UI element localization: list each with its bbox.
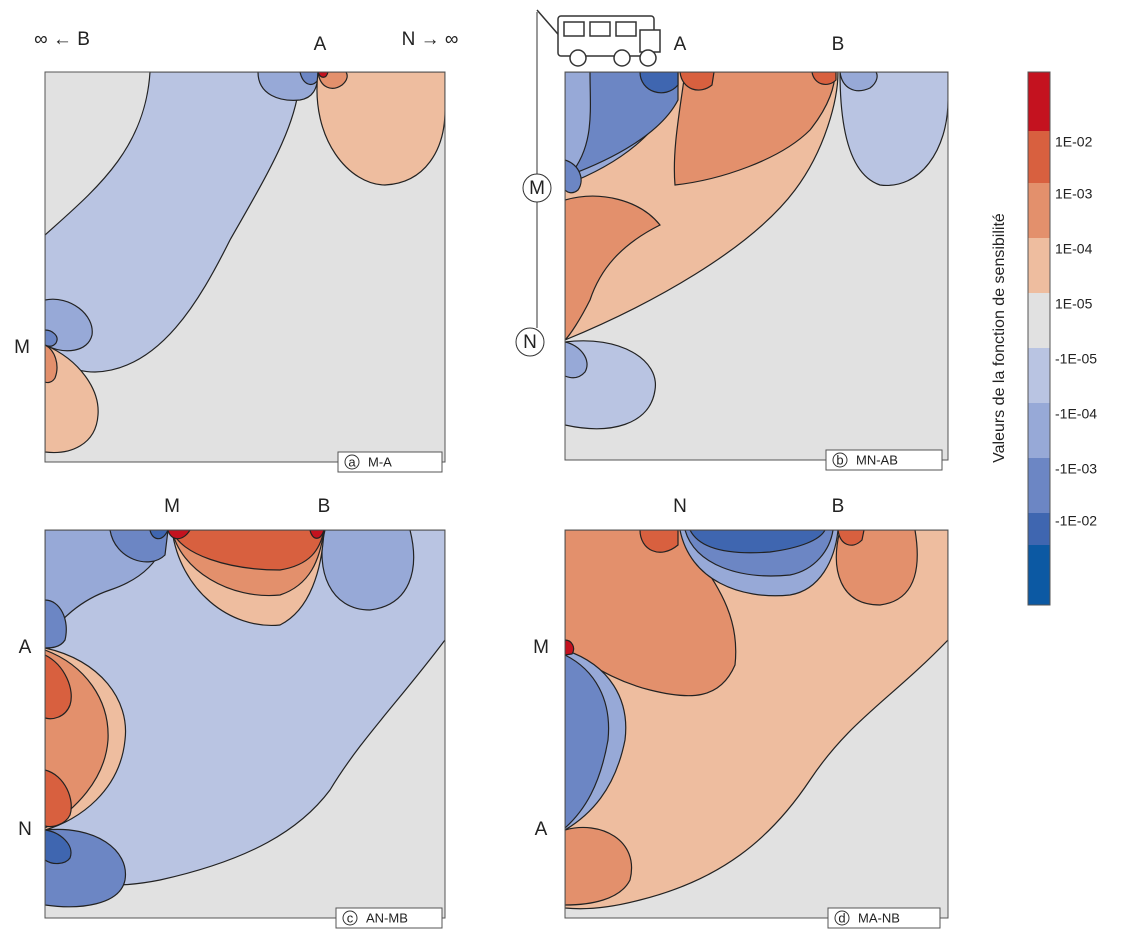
electrode-label: N	[673, 496, 687, 517]
contour-panel-c	[45, 530, 445, 918]
panel-name: MA-NB	[858, 910, 900, 925]
contour-panel-b	[565, 72, 948, 460]
colorbar	[1027, 71, 1051, 606]
electrode-label: ∞ ← B	[34, 29, 90, 50]
colorbar-label: -1E-03	[1055, 461, 1097, 477]
electrode-label: M	[164, 496, 180, 517]
colorbar-label: -1E-04	[1055, 406, 1097, 422]
panel-letter: d	[838, 910, 845, 925]
panel-caption: a M-A	[337, 451, 443, 473]
contour-panel-a	[45, 72, 445, 462]
panel-caption: b MN-AB	[825, 449, 943, 471]
panel-frame	[564, 529, 949, 919]
colorbar-label: 1E-02	[1055, 134, 1093, 150]
electrode-label: N	[18, 819, 32, 840]
electrode-label: M	[533, 637, 549, 658]
electrode-label: M	[529, 178, 545, 199]
electrode-label: B	[318, 496, 331, 517]
contour-panel-d	[565, 530, 948, 918]
panel-caption: d MA-NB	[827, 907, 941, 929]
electrode-label: N	[523, 332, 537, 353]
panel-letter: a	[348, 454, 356, 469]
panel-frame	[564, 71, 949, 461]
electrode-label: B	[832, 34, 845, 55]
panel-caption: c AN-MB	[335, 907, 443, 929]
panel-name: M-A	[368, 454, 392, 469]
electrode-label: B	[832, 496, 845, 517]
panel-name: AN-MB	[366, 910, 408, 925]
colorbar-label: 1E-05	[1055, 296, 1093, 312]
panel-frame	[44, 71, 446, 463]
colorbar-label: -1E-05	[1055, 351, 1097, 367]
electrode-label: M	[14, 337, 30, 358]
colorbar-label: -1E-02	[1055, 513, 1097, 529]
colorbar-label: 1E-04	[1055, 241, 1093, 257]
electrode-label: A	[19, 637, 32, 658]
colorbar-label: 1E-03	[1055, 186, 1093, 202]
electrode-marker	[515, 327, 545, 357]
panel-name: MN-AB	[856, 452, 898, 467]
colorbar-title: Valeurs de la fonction de sensibilité	[991, 213, 1008, 463]
electrode-label: N → ∞	[402, 29, 459, 50]
electrode-label: A	[674, 34, 687, 55]
panel-letter: b	[836, 452, 843, 467]
panel-frame	[44, 529, 446, 919]
panel-letter: c	[347, 910, 354, 925]
truck-icon	[536, 9, 661, 67]
electrode-label: A	[314, 34, 327, 55]
electrode-label: A	[535, 819, 548, 840]
